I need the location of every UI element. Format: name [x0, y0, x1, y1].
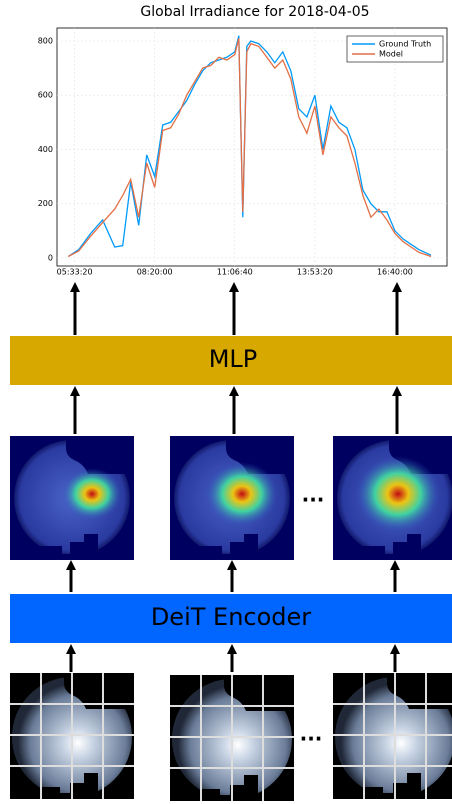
y-tick-label: 200 [38, 199, 53, 208]
legend-label: Model [379, 50, 403, 59]
arrow-head [70, 282, 80, 292]
ellipsis: ... [300, 722, 323, 746]
arrow-head [227, 644, 237, 654]
attention-hotspot [62, 468, 122, 520]
y-tick-label: 800 [38, 37, 53, 46]
mask-notch [66, 436, 134, 474]
arrow-head [229, 282, 239, 292]
x-tick-label: 13:53:20 [297, 268, 333, 277]
mask-buildings [200, 534, 258, 560]
mask-notch [64, 673, 134, 709]
x-tick-label: 16:40:00 [377, 268, 413, 277]
mask-buildings [40, 534, 98, 560]
mask-buildings [363, 534, 421, 560]
mask-notch [224, 675, 294, 711]
arrows [66, 282, 402, 672]
y-tick-label: 600 [38, 91, 53, 100]
line-series [67, 38, 432, 258]
arrow-head [227, 560, 237, 570]
x-tick-label: 08:20:00 [137, 268, 173, 277]
line-series [67, 35, 432, 258]
mask-notch [387, 673, 452, 709]
arrow-head [390, 644, 400, 654]
chart: 0 200 400 600 800 05:33:20 08:20:00 11:06:40 13:… [38, 28, 447, 277]
legend-box [346, 35, 444, 63]
encoder-label: DeiT Encoder [151, 603, 311, 631]
ellipsis: ... [302, 483, 325, 507]
arrow-head [66, 644, 76, 654]
x-tick-label: 05:33:20 [57, 268, 93, 277]
encoder-box [10, 594, 452, 643]
plot-frame [56, 27, 448, 267]
mask-buildings [40, 773, 98, 799]
y-tick-label: 0 [48, 253, 53, 262]
arrow-head [392, 282, 402, 292]
arrow-head [229, 386, 239, 396]
arrow-head [392, 386, 402, 396]
arrow-head [70, 386, 80, 396]
mlp-label: MLP [209, 345, 258, 373]
arrow-head [390, 560, 400, 570]
attention-hotspot [356, 456, 440, 532]
arrow-head [66, 560, 76, 570]
mlp-box [10, 336, 452, 385]
mask-buildings [200, 775, 258, 801]
x-tick-label: 11:06:40 [217, 268, 253, 277]
legend-label: Ground Truth [379, 40, 431, 49]
chart-title: Global Irradiance for 2018-04-05 [140, 4, 369, 20]
y-tick-label: 400 [38, 145, 53, 154]
mask-buildings [363, 773, 421, 799]
attention-hotspot [206, 462, 278, 526]
images [10, 436, 452, 801]
